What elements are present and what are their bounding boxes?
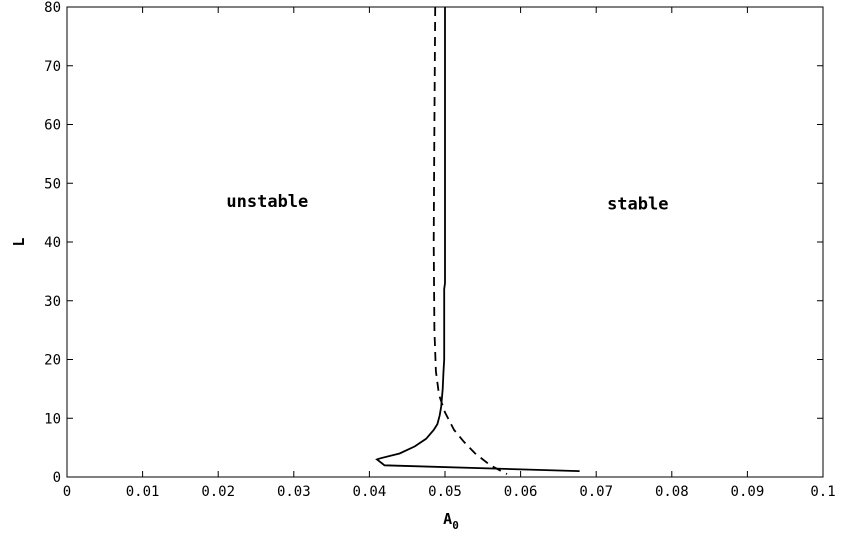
x-tick-label: 0.03 xyxy=(277,484,311,500)
series xyxy=(375,6,580,475)
y-tick-label: 80 xyxy=(44,0,61,16)
y-tick-label: 40 xyxy=(44,235,61,251)
y-tick-label: 60 xyxy=(44,118,61,134)
x-tick-label: 0.06 xyxy=(504,484,538,500)
x-axis-label-subscript: 0 xyxy=(452,519,459,532)
y-tick-label: 0 xyxy=(53,470,61,486)
x-tick-label: 0.07 xyxy=(579,484,613,500)
x-tick-label: 0 xyxy=(63,484,71,500)
y-tick-label: 50 xyxy=(44,176,61,192)
x-axis-label-main: A xyxy=(443,510,452,528)
region-label: unstable xyxy=(226,192,308,212)
region-label: stable xyxy=(607,195,668,215)
series-line-solid xyxy=(375,7,580,472)
ticks: 0 0.01 0.02 0.03 0.04 0.05 0.06 0.07 0.08 0.09 0.1… xyxy=(44,0,836,500)
y-axis-label: L xyxy=(10,237,28,246)
y-tick-label: 30 xyxy=(44,294,61,310)
x-tick-label: 0.01 xyxy=(126,484,160,500)
x-tick-label: 0.05 xyxy=(428,484,462,500)
x-tick-label: 0.04 xyxy=(353,484,387,500)
y-tick-label: 20 xyxy=(44,353,61,369)
x-axis-label: A0 xyxy=(443,510,459,532)
x-tick-label: 0.09 xyxy=(731,484,765,500)
x-tick-label: 0.02 xyxy=(201,484,235,500)
y-tick-label: 70 xyxy=(44,59,61,75)
series-line-dashed xyxy=(432,6,508,475)
x-tick-label: 0.08 xyxy=(655,484,689,500)
annotations: unstable stable xyxy=(226,192,668,215)
x-tick-label: 0.1 xyxy=(810,484,835,500)
y-tick-label: 10 xyxy=(44,411,61,427)
